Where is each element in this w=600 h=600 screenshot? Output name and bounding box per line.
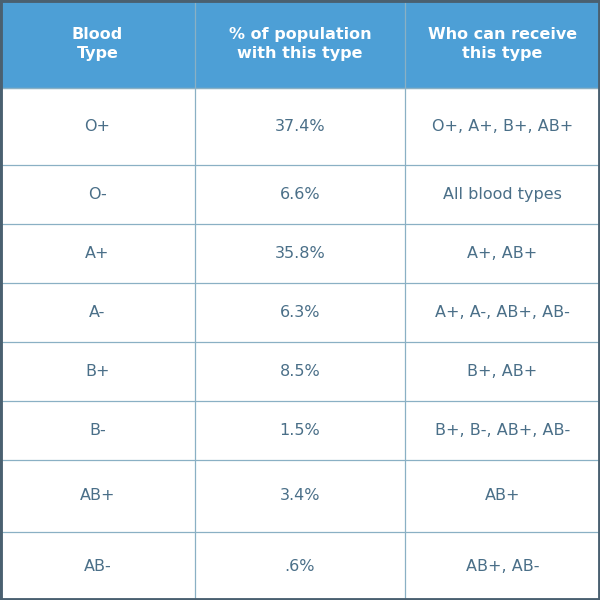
Text: A+, AB+: A+, AB+	[467, 246, 538, 261]
Text: 35.8%: 35.8%	[275, 246, 325, 261]
Text: % of population
with this type: % of population with this type	[229, 26, 371, 61]
Text: 3.4%: 3.4%	[280, 488, 320, 503]
Text: 37.4%: 37.4%	[275, 119, 325, 134]
Bar	[0, 342, 600, 401]
Bar	[0, 88, 600, 165]
Text: All blood types: All blood types	[443, 187, 562, 202]
Text: AB+: AB+	[80, 488, 115, 503]
Text: B+, AB+: B+, AB+	[467, 364, 538, 379]
Text: B+: B+	[85, 364, 110, 379]
Bar	[0, 460, 600, 532]
Text: 8.5%: 8.5%	[280, 364, 320, 379]
Text: Blood
Type: Blood Type	[72, 26, 123, 61]
Bar	[0, 401, 600, 460]
Text: B+, B-, AB+, AB-: B+, B-, AB+, AB-	[435, 422, 570, 437]
Text: 6.3%: 6.3%	[280, 305, 320, 320]
Text: O+, A+, B+, AB+: O+, A+, B+, AB+	[432, 119, 573, 134]
Text: O-: O-	[88, 187, 107, 202]
Bar	[0, 532, 600, 600]
Text: 1.5%: 1.5%	[280, 422, 320, 437]
Text: B-: B-	[89, 422, 106, 437]
Text: Who can receive
this type: Who can receive this type	[428, 26, 577, 61]
Bar	[0, 165, 600, 224]
Bar	[0, 283, 600, 342]
Text: A+, A-, AB+, AB-: A+, A-, AB+, AB-	[435, 305, 570, 320]
Text: AB-: AB-	[83, 559, 112, 574]
Text: .6%: .6%	[285, 559, 315, 574]
Text: A-: A-	[89, 305, 106, 320]
Text: AB+, AB-: AB+, AB-	[466, 559, 539, 574]
Bar	[0, 0, 600, 88]
Text: A+: A+	[85, 246, 110, 261]
Text: AB+: AB+	[485, 488, 520, 503]
Bar	[0, 224, 600, 283]
Text: O+: O+	[85, 119, 110, 134]
Text: 6.6%: 6.6%	[280, 187, 320, 202]
